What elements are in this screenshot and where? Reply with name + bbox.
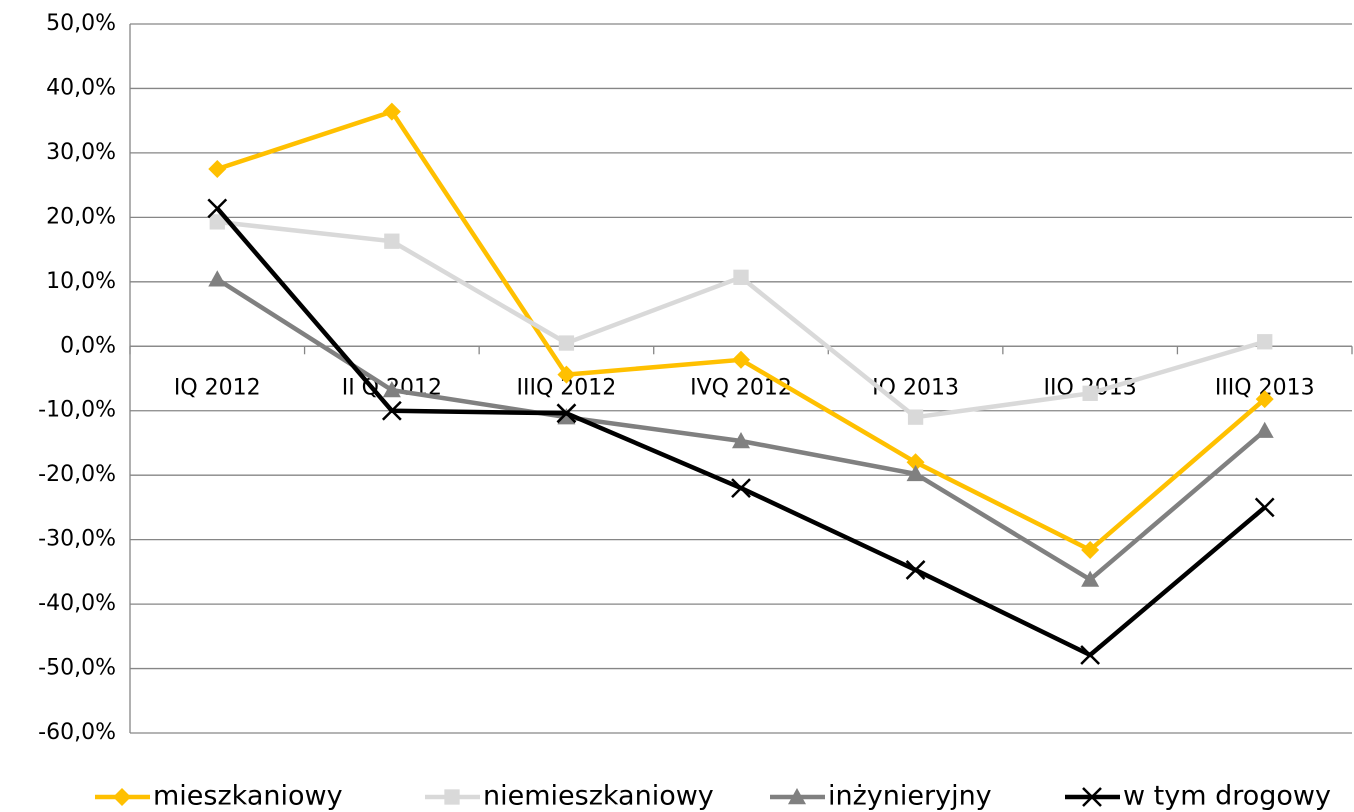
marker <box>1081 540 1100 559</box>
marker <box>382 381 401 398</box>
marker <box>733 269 749 285</box>
legend-label: w tym drogowy <box>1123 781 1331 812</box>
marker <box>1082 385 1098 401</box>
marker <box>907 409 924 425</box>
marker <box>557 408 576 425</box>
marker <box>444 789 460 805</box>
x-tick-label: IQ 2013 <box>872 375 959 400</box>
y-tick-label: -50,0% <box>38 656 116 681</box>
marker <box>113 788 131 806</box>
y-tick-label: -40,0% <box>38 591 116 616</box>
marker <box>207 198 228 219</box>
marker <box>905 560 926 580</box>
y-tick-label: 40,0% <box>46 75 116 100</box>
marker <box>558 335 575 351</box>
marker <box>906 464 925 482</box>
marker <box>209 214 225 230</box>
marker <box>1081 570 1100 587</box>
marker <box>788 788 806 805</box>
marker <box>1255 421 1274 438</box>
y-tick-label: 50,0% <box>46 11 116 36</box>
marker <box>906 453 925 472</box>
y-tick-label: -10,0% <box>38 398 116 423</box>
legend-label: inżynieryjny <box>828 781 992 812</box>
y-tick-label: 30,0% <box>46 140 116 165</box>
y-tick-label: 0,0% <box>60 333 116 358</box>
marker <box>1254 497 1275 518</box>
marker <box>556 403 577 424</box>
y-tick-label: 20,0% <box>46 204 116 229</box>
marker <box>381 400 402 421</box>
marker <box>732 350 750 369</box>
y-tick-label: -30,0% <box>38 527 116 552</box>
y-tick-label: -60,0% <box>38 720 116 745</box>
legend-label: mieszkaniowy <box>153 781 343 812</box>
marker <box>1082 787 1102 807</box>
marker <box>384 233 400 249</box>
marker <box>732 432 750 449</box>
y-tick-label: -20,0% <box>38 462 116 487</box>
marker <box>1257 334 1273 350</box>
marker <box>1255 390 1274 409</box>
marker <box>208 270 227 287</box>
x-tick-label: IQ 2012 <box>174 375 261 400</box>
y-tick-label: 10,0% <box>46 269 116 294</box>
marker <box>731 478 751 498</box>
marker <box>557 365 576 384</box>
marker <box>1080 645 1101 665</box>
marker <box>208 160 227 179</box>
legend-label: niemieszkaniowy <box>483 781 714 812</box>
series-line <box>216 109 1267 553</box>
marker <box>382 102 401 121</box>
